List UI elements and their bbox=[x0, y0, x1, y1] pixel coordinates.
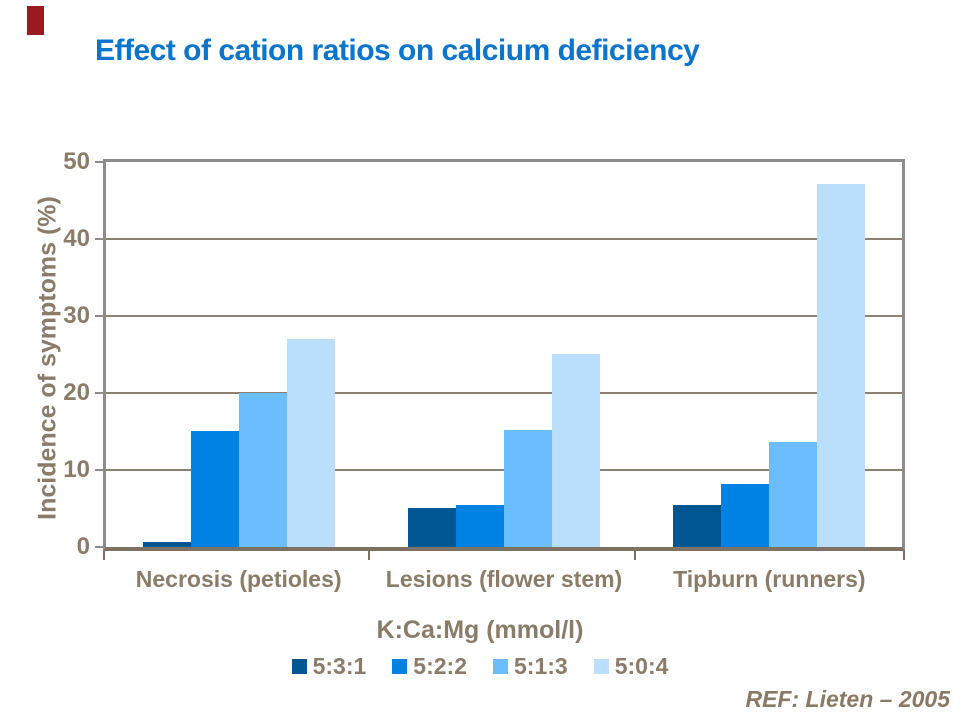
legend-item-5-0-4: 5:0:4 bbox=[593, 653, 669, 680]
gridline-20 bbox=[106, 392, 902, 394]
x-tick-mark-3 bbox=[903, 551, 905, 560]
y-tick-mark-50 bbox=[95, 161, 103, 163]
y-tick-mark-40 bbox=[95, 238, 103, 240]
y-tick-label-30: 30 bbox=[63, 302, 90, 329]
legend-label: 5:0:4 bbox=[614, 653, 669, 679]
bar-5-2-2-cat3 bbox=[721, 484, 770, 547]
x-tick-mark-2 bbox=[633, 551, 636, 560]
gridline-30 bbox=[106, 315, 902, 317]
y-tick-label-0: 0 bbox=[76, 533, 90, 560]
legend-label: 5:2:2 bbox=[413, 653, 467, 679]
category-label-2: Lesions (flower stem) bbox=[385, 566, 623, 592]
legend-label: 5:1:3 bbox=[514, 653, 568, 679]
chart-title: Effect of cation ratios on calcium defic… bbox=[95, 34, 700, 67]
bar-5-3-1-cat3 bbox=[673, 505, 722, 547]
y-tick-label-40: 40 bbox=[63, 225, 90, 252]
bar-5-0-4-cat3 bbox=[817, 184, 866, 547]
legend-item-5-2-2: 5:2:2 bbox=[392, 653, 467, 680]
gridline-40 bbox=[106, 238, 902, 240]
bar-5-1-3-cat1 bbox=[238, 393, 287, 547]
category-label-3: Tipburn (runners) bbox=[673, 566, 866, 592]
x-tick-mark-0 bbox=[103, 551, 105, 560]
bar-5-2-2-cat2 bbox=[456, 505, 504, 547]
legend-swatch-icon bbox=[593, 659, 609, 674]
legend-item-5-1-3: 5:1:3 bbox=[493, 653, 568, 680]
legend-swatch-icon bbox=[392, 659, 408, 674]
bar-5-1-3-cat2 bbox=[504, 430, 552, 547]
red-accent-mark bbox=[27, 6, 44, 35]
y-tick-label-50: 50 bbox=[63, 148, 90, 175]
legend-swatch-icon bbox=[493, 659, 508, 674]
legend-label: 5:3:1 bbox=[312, 653, 367, 679]
x-tick-mark-1 bbox=[368, 551, 371, 560]
bar-5-0-4-cat2 bbox=[552, 354, 600, 547]
plot-area bbox=[103, 159, 905, 551]
y-tick-mark-0 bbox=[95, 546, 103, 548]
y-tick-mark-10 bbox=[95, 469, 103, 471]
bar-5-3-1-cat2 bbox=[408, 508, 456, 547]
legend-swatch-icon bbox=[291, 659, 307, 674]
y-tick-label-20: 20 bbox=[63, 379, 90, 406]
y-tick-mark-20 bbox=[95, 392, 103, 394]
bar-5-3-1-cat1 bbox=[142, 542, 191, 547]
chart-legend: 5:3:1 5:2:2 5:1:3 5:0:4 bbox=[0, 653, 960, 680]
legend-item-5-3-1: 5:3:1 bbox=[291, 653, 367, 680]
y-tick-mark-30 bbox=[95, 315, 103, 317]
bar-5-2-2-cat1 bbox=[190, 431, 239, 547]
bar-5-0-4-cat1 bbox=[286, 339, 335, 547]
x-axis-title: K:Ca:Mg (mmol/l) bbox=[376, 616, 584, 644]
category-label-1: Necrosis (petioles) bbox=[135, 566, 342, 592]
reference-citation: REF: Lieten – 2005 bbox=[745, 686, 950, 712]
y-tick-label-10: 10 bbox=[63, 456, 90, 483]
bar-5-1-3-cat3 bbox=[769, 442, 818, 547]
